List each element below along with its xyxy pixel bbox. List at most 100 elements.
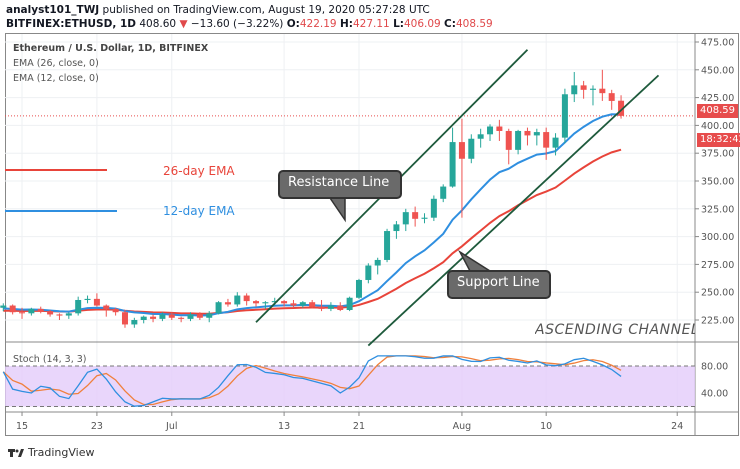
last-price: 408.60	[139, 18, 177, 30]
stoch-d-line	[2, 355, 622, 406]
candle-body	[234, 295, 241, 305]
chart-frame	[5, 33, 739, 436]
tradingview-logo[interactable]: TradingView	[8, 446, 94, 459]
candle-body	[402, 212, 409, 225]
candle-body	[56, 314, 63, 316]
o-label: O:	[286, 18, 300, 30]
candle-body	[318, 306, 325, 309]
candle-body	[337, 305, 344, 310]
candle-body	[355, 279, 362, 298]
candle-body	[384, 231, 391, 260]
candle-body	[421, 217, 428, 219]
candle-body	[309, 302, 316, 307]
candle-body	[468, 138, 475, 159]
candle-body	[168, 314, 175, 318]
candle-body	[37, 308, 44, 312]
candle-body	[477, 134, 484, 139]
candle-body	[580, 85, 587, 90]
candle-body	[9, 305, 16, 313]
candle-body	[75, 299, 82, 314]
close-value: 408.59	[455, 18, 493, 30]
candle-body	[608, 93, 615, 101]
down-arrow-icon: ▼	[179, 18, 188, 30]
publish-info: analyst101_TWJ published on TradingView.…	[6, 4, 430, 16]
candle-body	[150, 316, 157, 319]
candle-body	[281, 301, 288, 304]
publisher[interactable]: analyst101_TWJ	[6, 4, 100, 16]
publish-text: published on TradingView.com, August 19,…	[102, 4, 430, 16]
countdown-label: 18:32:42	[697, 133, 740, 147]
candle-body	[121, 312, 128, 325]
last-price-label: 408.59	[697, 104, 738, 118]
ema12-annotation: 12-day EMA	[163, 204, 235, 218]
candle-body	[47, 311, 54, 315]
time-tick-label: 13	[278, 421, 290, 432]
legend-ema26[interactable]: EMA (26, close, 0)	[13, 58, 99, 69]
h-label: H:	[339, 18, 353, 30]
time-tick-label: Jul	[165, 421, 177, 432]
candle-body	[458, 142, 465, 159]
candle-body	[412, 212, 419, 219]
candle-body	[178, 317, 185, 319]
price-tick-label: 300.00	[701, 232, 734, 243]
stoch-k-line	[2, 355, 622, 407]
candle-body	[599, 88, 606, 94]
time-tick-label: 24	[671, 421, 683, 432]
open-value: 422.19	[299, 18, 337, 30]
candle-body	[561, 94, 568, 138]
candle-body	[206, 313, 213, 318]
price-tick-label: 400.00	[701, 121, 734, 132]
candle-body	[589, 88, 596, 90]
candle-body	[327, 305, 334, 309]
candle-body	[496, 126, 503, 131]
price-tick-label: 275.00	[701, 260, 734, 271]
candle-body	[618, 100, 625, 116]
support-callout-pointer	[458, 249, 493, 272]
chart-title: Ethereum / U.S. Dollar, 1D, BITFINEX	[13, 43, 209, 54]
stoch-tick-label: 80.00	[701, 362, 728, 373]
legend-ema12[interactable]: EMA (12, close, 0)	[13, 73, 99, 84]
candle-body	[393, 224, 400, 232]
candle-body	[430, 198, 437, 218]
candle-body	[505, 130, 512, 150]
support-callout: Support Line	[447, 270, 551, 299]
low-value: 406.09	[403, 18, 441, 30]
high-value: 427.11	[352, 18, 390, 30]
candle-body	[215, 302, 222, 314]
brand-name: TradingView	[28, 446, 95, 459]
price-tick-label: 325.00	[701, 204, 734, 215]
tradingview-logo-icon	[8, 448, 24, 457]
price-tick-label: 475.00	[701, 38, 734, 49]
candle-body	[290, 303, 297, 306]
price-tick-label: 225.00	[701, 316, 734, 327]
candle-body	[365, 265, 372, 280]
candle-body	[140, 316, 147, 320]
symbol: BITFINEX:ETHUSD, 1D	[6, 18, 136, 30]
candle-body	[84, 298, 91, 300]
price-tick-label: 450.00	[701, 65, 734, 76]
price-tick-label: 250.00	[701, 288, 734, 299]
candle-body	[224, 302, 231, 305]
candle-body	[543, 132, 550, 148]
candle-body	[0, 305, 7, 308]
candle-body	[299, 302, 306, 306]
candle-body	[93, 298, 100, 306]
candle-body	[515, 130, 522, 150]
candle-body	[65, 313, 72, 316]
candle-body	[131, 320, 138, 325]
c-label: C:	[444, 18, 456, 30]
candle-body	[346, 297, 353, 310]
time-tick-label: 23	[91, 421, 103, 432]
time-tick-label: 10	[540, 421, 552, 432]
price-tick-label: 425.00	[701, 93, 734, 104]
l-label: L:	[393, 18, 404, 30]
candle-body	[196, 314, 203, 318]
candle-body	[440, 186, 447, 199]
candle-body	[374, 259, 381, 266]
time-tick-label: Aug	[453, 421, 472, 432]
candle-body	[571, 85, 578, 95]
candle-body	[487, 126, 494, 135]
stoch-tick-label: 40.00	[701, 389, 728, 400]
legend-stoch[interactable]: Stoch (14, 3, 3)	[13, 354, 87, 365]
